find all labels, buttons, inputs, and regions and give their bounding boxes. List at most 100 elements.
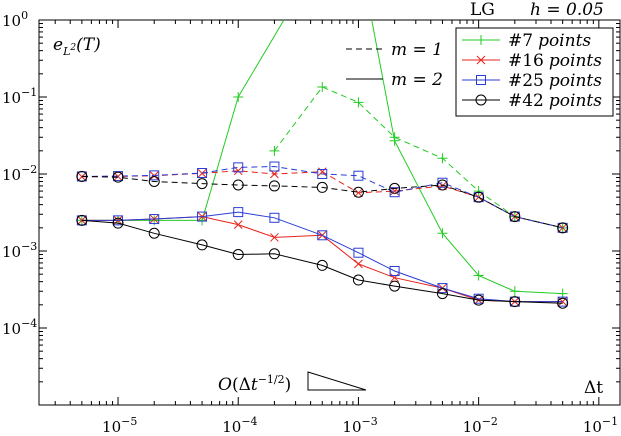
data-point bbox=[77, 172, 87, 182]
series-line bbox=[81, 219, 563, 304]
data-point bbox=[436, 179, 448, 191]
data-point bbox=[76, 170, 88, 182]
data-point bbox=[233, 220, 243, 229]
y-tick-label: 10−3 bbox=[2, 240, 37, 261]
data-point bbox=[317, 169, 328, 179]
data-point bbox=[316, 259, 328, 271]
legend-entry: #16 points bbox=[462, 51, 602, 71]
data-point bbox=[232, 249, 244, 261]
data-point bbox=[353, 247, 364, 258]
legend-marker bbox=[476, 55, 486, 65]
data-point bbox=[436, 288, 448, 300]
data-point bbox=[389, 280, 401, 292]
x-tick-label: 10−2 bbox=[463, 415, 498, 436]
x-tick-label: 10−5 bbox=[102, 415, 137, 436]
style-legend-m1-label: m = 1 bbox=[391, 40, 443, 60]
data-point bbox=[148, 227, 160, 239]
legend-entry: #7 points bbox=[462, 31, 591, 51]
data-point bbox=[149, 214, 160, 225]
series-line bbox=[81, 216, 563, 303]
series-line bbox=[81, 20, 563, 295]
legend-marker bbox=[476, 35, 486, 45]
style-legend-m2-label: m = 2 bbox=[391, 70, 443, 90]
data-point bbox=[389, 182, 401, 194]
data-point bbox=[437, 228, 448, 239]
data-point bbox=[557, 297, 569, 309]
x-tick-label: 10−3 bbox=[342, 415, 377, 436]
y-tick-label: 10−2 bbox=[2, 163, 37, 184]
data-point bbox=[389, 265, 400, 276]
data-point bbox=[112, 217, 124, 229]
data-point bbox=[352, 186, 364, 198]
data-point bbox=[268, 248, 280, 260]
axis-ticks bbox=[39, 20, 620, 406]
data-point bbox=[509, 296, 521, 308]
data-point bbox=[269, 161, 280, 172]
legend-label: #25 points bbox=[508, 71, 602, 91]
data-point bbox=[557, 222, 569, 234]
x-tick-label: 10−4 bbox=[222, 415, 257, 436]
data-point bbox=[473, 191, 485, 203]
x-axis-label: Δt bbox=[584, 378, 603, 398]
data-point bbox=[437, 283, 448, 294]
chart-header-method: LG bbox=[470, 0, 495, 20]
series-1 bbox=[269, 81, 568, 233]
series-line bbox=[81, 175, 563, 229]
y-tick-label: 10−4 bbox=[2, 317, 37, 338]
data-point bbox=[149, 170, 160, 181]
data-point bbox=[148, 175, 160, 187]
data-point bbox=[197, 168, 208, 179]
series-legend-box bbox=[455, 27, 614, 117]
data-point bbox=[509, 286, 520, 297]
data-point bbox=[269, 212, 280, 223]
chart-header-param: h = 0.05 bbox=[530, 0, 604, 20]
series-8 bbox=[76, 214, 569, 309]
data-point bbox=[76, 214, 88, 226]
legend-label: #42 points bbox=[508, 91, 602, 111]
data-point bbox=[233, 92, 244, 102]
data-point bbox=[473, 186, 484, 197]
legend-marker bbox=[475, 94, 487, 106]
y-tick-label: 100 bbox=[2, 9, 28, 30]
axis-tick-labels: 10−5 10−4 10−3 10−2 10−1 10−4 10−3 10−2 10−1 100 bbox=[2, 9, 618, 436]
data-point bbox=[437, 153, 448, 164]
data-point bbox=[317, 230, 328, 241]
legend-entry: #42 points bbox=[462, 91, 602, 111]
data-point bbox=[390, 273, 399, 283]
data-point bbox=[353, 170, 364, 181]
y-tick-label: 10−1 bbox=[2, 86, 37, 107]
data-point bbox=[196, 178, 208, 190]
data-point bbox=[473, 270, 484, 281]
data-point bbox=[197, 211, 208, 222]
legend-entry: #25 points bbox=[462, 71, 602, 91]
data-point bbox=[268, 180, 280, 192]
series-layer bbox=[76, 20, 569, 309]
series-line bbox=[81, 211, 563, 303]
data-point bbox=[354, 259, 363, 269]
data-point bbox=[389, 135, 400, 146]
y-axis-label: eL2(T) bbox=[53, 35, 101, 58]
data-point bbox=[270, 233, 279, 242]
data-point bbox=[352, 274, 364, 286]
series-line bbox=[274, 86, 563, 229]
data-point bbox=[317, 81, 328, 92]
data-point bbox=[77, 216, 87, 225]
slope-triangle bbox=[307, 371, 367, 391]
data-point bbox=[233, 207, 244, 218]
x-tick-label: 10−1 bbox=[583, 415, 618, 436]
series-4 bbox=[77, 212, 568, 306]
data-point bbox=[353, 97, 364, 108]
series-7 bbox=[76, 170, 569, 234]
data-point bbox=[389, 187, 400, 198]
data-point bbox=[232, 179, 244, 191]
data-point bbox=[269, 145, 280, 156]
data-point bbox=[196, 239, 208, 251]
legend-label: #16 points bbox=[508, 51, 602, 71]
data-point bbox=[316, 181, 328, 193]
legend-marker bbox=[476, 75, 486, 85]
data-point bbox=[509, 211, 521, 223]
series-legend: #7 points#16 points#25 points#42 points bbox=[462, 31, 602, 111]
data-point bbox=[113, 172, 123, 181]
data-point bbox=[233, 162, 244, 173]
